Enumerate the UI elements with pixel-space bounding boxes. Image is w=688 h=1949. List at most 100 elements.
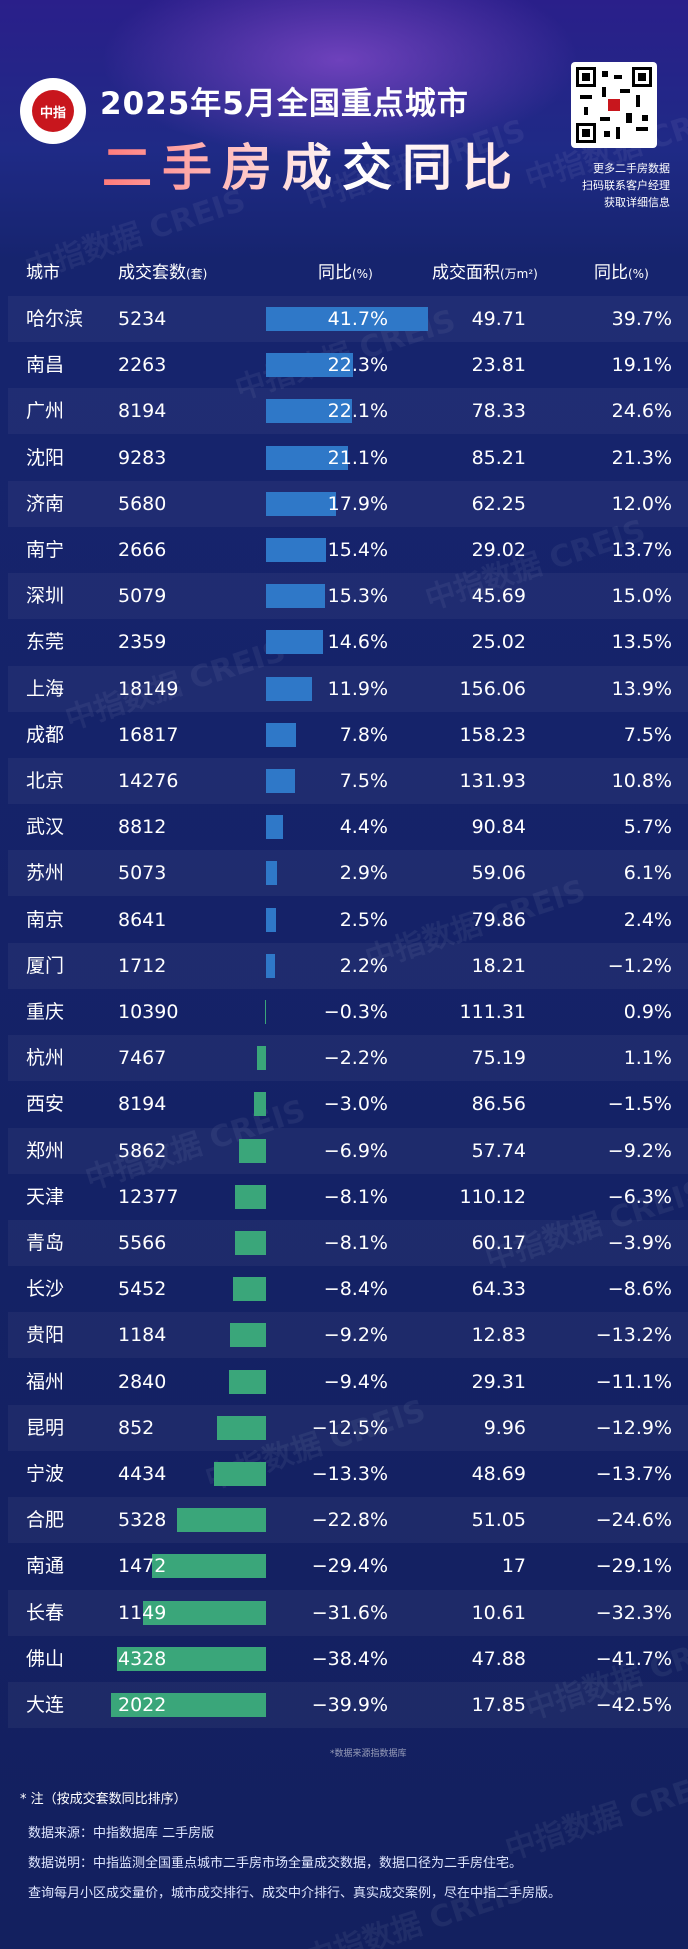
- city-name: 天津: [26, 1185, 65, 1208]
- deal-count-yoy: 2.5%: [339, 908, 388, 931]
- deal-area: 75.19: [471, 1047, 526, 1070]
- deal-count-yoy: −8.1%: [323, 1232, 388, 1254]
- deal-count-yoy: −12.5%: [311, 1416, 388, 1439]
- deal-count: 2022: [118, 1694, 167, 1716]
- deal-count: 5862: [118, 1139, 167, 1162]
- deal-area: 9.96: [483, 1416, 526, 1439]
- deal-count-yoy: 2.9%: [339, 862, 388, 885]
- header-area-yoy: 同比(%): [594, 258, 649, 283]
- positive-yoy-bar: [266, 630, 323, 655]
- table-row: 贵阳 1184 −9.2% 12.83 −13.2%: [8, 1312, 688, 1359]
- deal-count: 10390: [118, 1001, 179, 1023]
- deal-count: 2666: [118, 539, 167, 561]
- deal-count-yoy: −31.6%: [311, 1601, 388, 1624]
- deal-area: 158.23: [459, 723, 526, 746]
- deal-count: 4328: [118, 1647, 167, 1670]
- deal-area-yoy: 24.6%: [611, 400, 672, 423]
- deal-area-yoy: −12.9%: [595, 1416, 672, 1439]
- negative-yoy-bar: [234, 1184, 266, 1209]
- deal-area: 51.05: [471, 1509, 526, 1532]
- city-name: 北京: [26, 770, 65, 792]
- table-row: 成都 16817 7.8% 158.23 7.5%: [8, 712, 688, 758]
- deal-area: 23.81: [471, 354, 526, 377]
- deal-count-yoy: −6.9%: [323, 1139, 388, 1162]
- deal-count-yoy: 2.2%: [339, 954, 388, 977]
- city-name: 南通: [26, 1555, 65, 1578]
- deal-count-yoy: 14.6%: [327, 631, 388, 654]
- deal-count: 8194: [118, 1093, 167, 1116]
- table-row: 北京 14276 7.5% 131.93 10.8%: [8, 758, 688, 804]
- deal-area: 86.56: [471, 1093, 526, 1116]
- positive-yoy-bar: [266, 445, 348, 470]
- deal-area-yoy: −24.6%: [595, 1509, 672, 1532]
- deal-count-yoy: 22.1%: [327, 400, 388, 423]
- deal-count: 1472: [118, 1555, 167, 1578]
- deal-count-yoy: −13.3%: [311, 1463, 388, 1485]
- deal-area-yoy: 12.0%: [611, 492, 672, 515]
- qr-caption-line: 获取详细信息: [604, 196, 670, 209]
- header-count-yoy-label: 同比: [318, 263, 352, 283]
- negative-yoy-bar: [257, 1046, 266, 1071]
- deal-area-yoy: 39.7%: [611, 308, 672, 330]
- qr-code-image: [571, 62, 657, 148]
- positive-yoy-bar: [266, 676, 313, 701]
- city-name: 沈阳: [26, 446, 65, 469]
- deal-area-yoy: 13.9%: [611, 677, 672, 700]
- positive-yoy-bar: [266, 769, 296, 793]
- table-row: 上海 18149 11.9% 156.06 13.9%: [8, 665, 688, 712]
- header-area-unit: (万m²): [500, 267, 538, 281]
- deal-count: 5680: [118, 492, 167, 515]
- deal-area: 17.85: [471, 1694, 526, 1716]
- table-row: 杭州 7467 −2.2% 75.19 1.1%: [8, 1035, 688, 1082]
- deal-area-yoy: −13.7%: [595, 1463, 672, 1485]
- deal-count: 18149: [118, 677, 179, 700]
- table-row: 郑州 5862 −6.9% 57.74 −9.2%: [8, 1127, 688, 1174]
- table-row: 济南 5680 17.9% 62.25 12.0%: [8, 480, 688, 527]
- negative-yoy-bar: [143, 1600, 266, 1625]
- header-area-label: 成交面积: [432, 263, 500, 283]
- city-name: 长春: [26, 1601, 65, 1624]
- deal-area: 10.61: [471, 1601, 526, 1624]
- header-area-yoy-unit: (%): [628, 267, 649, 281]
- deal-count-yoy: 7.8%: [339, 723, 388, 746]
- positive-yoy-bar: [266, 307, 428, 331]
- header-count-label: 成交套数: [118, 263, 186, 283]
- city-name: 深圳: [26, 585, 65, 608]
- deal-area-yoy: −42.5%: [595, 1694, 672, 1716]
- deal-count-yoy: −8.1%: [323, 1185, 388, 1208]
- negative-yoy-bar: [264, 1000, 266, 1024]
- deal-area-yoy: 13.5%: [611, 631, 672, 654]
- deal-area-yoy: −29.1%: [595, 1555, 672, 1578]
- deal-count-yoy: 21.1%: [327, 446, 388, 469]
- negative-yoy-bar: [233, 1277, 266, 1302]
- deal-count: 16817: [118, 723, 179, 746]
- header-count-yoy: 同比(%): [318, 258, 373, 283]
- negative-yoy-bar: [151, 1554, 266, 1579]
- table-row: 青岛 5566 −8.1% 60.17 −3.9%: [8, 1220, 688, 1266]
- negative-yoy-bar: [254, 1092, 266, 1117]
- city-name: 合肥: [26, 1509, 65, 1532]
- deal-area-yoy: −1.5%: [607, 1093, 672, 1116]
- city-name: 杭州: [26, 1047, 65, 1070]
- deal-count: 5566: [118, 1232, 167, 1254]
- city-name: 济南: [26, 492, 65, 515]
- deal-area: 60.17: [471, 1232, 526, 1254]
- city-name: 南昌: [26, 354, 65, 377]
- city-name: 苏州: [26, 862, 65, 885]
- city-name: 南宁: [26, 539, 65, 561]
- deal-area: 110.12: [459, 1185, 526, 1208]
- header-area: 成交面积(万m²): [432, 258, 538, 283]
- positive-yoy-bar: [266, 399, 352, 424]
- footer-explanation: 数据说明：中指监测全国重点城市二手房市场全量成交数据，数据口径为二手房住宅。: [28, 1856, 523, 1871]
- deal-count-yoy: −9.2%: [323, 1324, 388, 1347]
- qr-code-icon: [576, 67, 652, 143]
- deal-area: 156.06: [459, 677, 526, 700]
- deal-area-yoy: 0.9%: [623, 1001, 672, 1023]
- deal-count-yoy: −0.3%: [323, 1001, 388, 1023]
- table-row: 南宁 2666 15.4% 29.02 13.7%: [8, 527, 688, 573]
- positive-yoy-bar: [266, 584, 326, 609]
- deal-area-yoy: 6.1%: [623, 862, 672, 885]
- table-row: 武汉 8812 4.4% 90.84 5.7%: [8, 804, 688, 850]
- title-line-2: 二手房成交同比: [102, 128, 522, 200]
